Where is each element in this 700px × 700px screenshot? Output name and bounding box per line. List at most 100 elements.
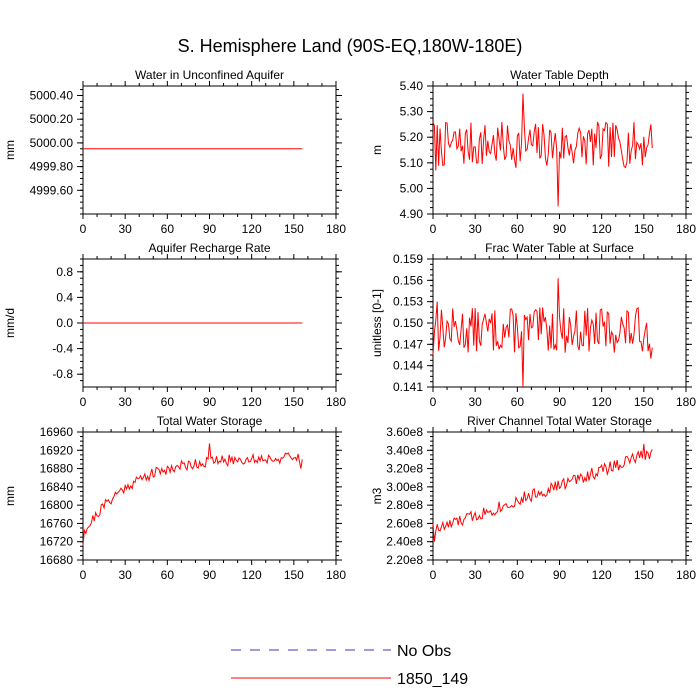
y-tick-label: 3.60e8 [386,425,423,439]
y-axis-label: mm [3,486,17,506]
x-tick-label: 150 [284,568,304,582]
y-tick-label: 16840 [40,480,74,494]
y-axis-label: m3 [370,487,384,504]
y-tick-label: 5000.40 [30,88,74,102]
x-tick-label: 120 [592,222,612,236]
plot-frame [432,431,687,561]
x-tick-label: 150 [284,222,304,236]
y-axis-label: mm [3,140,17,160]
series-line [432,93,653,207]
y-tick-label: 16800 [40,498,74,512]
y-tick-label: 5.10 [400,156,424,170]
x-tick-label: 90 [203,395,217,409]
x-tick-label: 30 [468,395,482,409]
y-tick-label: 5.40 [400,79,424,93]
x-tick-label: 90 [553,395,567,409]
panel-title: Frac Water Table at Surface [485,241,634,255]
x-tick-label: 180 [676,568,696,582]
y-tick-label: 5000.00 [30,136,74,150]
panel-title: River Channel Total Water Storage [467,414,652,428]
y-tick-label: 0.150 [393,316,423,330]
x-tick-label: 150 [634,395,654,409]
y-tick-label: 5.00 [400,181,424,195]
legend-label: No Obs [397,643,451,660]
x-tick-label: 90 [553,222,567,236]
x-tick-label: 120 [592,568,612,582]
x-tick-label: 120 [242,222,262,236]
chart-panel: Water in Unconfined Aquifer 0 30 60 90 120 150… [3,68,346,236]
y-tick-label: 2.60e8 [386,516,423,530]
y-tick-label: 0.8 [56,265,73,279]
y-axis-label: unitless [0-1] [370,289,384,357]
x-tick-label: 60 [511,395,525,409]
y-tick-label: 0.0 [56,316,73,330]
x-tick-label: 180 [326,395,346,409]
x-tick-label: 0 [430,568,437,582]
series-line [432,443,653,542]
x-tick-label: 120 [592,395,612,409]
panel-title: Aquifer Recharge Rate [148,241,270,255]
y-tick-label: 0.4 [56,290,73,304]
x-tick-label: 0 [430,222,437,236]
plot-frame [82,85,337,215]
x-tick-label: 180 [676,395,696,409]
y-tick-label: 4999.60 [30,183,74,197]
y-tick-label: -0.8 [52,367,73,381]
panel-title: Water Table Depth [510,68,609,82]
x-tick-label: 150 [284,395,304,409]
x-tick-label: 0 [80,568,87,582]
y-tick-label: -0.4 [52,342,73,356]
y-tick-label: 0.147 [393,337,423,351]
x-tick-label: 30 [118,222,132,236]
x-tick-label: 60 [161,222,175,236]
x-tick-label: 0 [80,222,87,236]
y-tick-label: 0.141 [393,380,423,394]
x-tick-label: 120 [242,568,262,582]
y-tick-label: 16720 [40,535,74,549]
y-tick-label: 0.144 [393,359,423,373]
y-tick-label: 3.00e8 [386,480,423,494]
y-axis-label: mm/d [3,308,17,338]
y-tick-label: 16760 [40,516,74,530]
x-tick-label: 150 [634,222,654,236]
chart-panel: River Channel Total Water Storage 0 30 60 90… [370,414,696,582]
x-tick-label: 90 [203,568,217,582]
x-tick-label: 30 [468,568,482,582]
x-tick-label: 180 [326,568,346,582]
series-line [82,443,303,546]
chart-panel: Aquifer Recharge Rate 0 30 60 90 120 150 180 -0.… [3,241,346,409]
y-tick-label: 0.153 [393,295,423,309]
chart-panel: Water Table Depth 0 30 60 90 120 150 180 4.90 5.0… [370,68,696,236]
y-tick-label: 16680 [40,553,74,567]
figure-title: S. Hemisphere Land (90S-EQ,180W-180E) [178,36,523,56]
chart-panel: Total Water Storage 0 30 60 90 120 150 180 16680… [3,414,346,582]
y-tick-label: 5.30 [400,105,424,119]
legend: No Obs 1850_149 [231,643,468,688]
y-tick-label: 2.20e8 [386,553,423,567]
panel-title: Water in Unconfined Aquifer [135,68,284,82]
y-tick-label: 16920 [40,443,74,457]
x-tick-label: 180 [326,222,346,236]
y-tick-label: 0.159 [393,252,423,266]
x-tick-label: 60 [161,568,175,582]
x-tick-label: 30 [118,568,132,582]
x-tick-label: 180 [676,222,696,236]
y-tick-label: 0.156 [393,273,423,287]
y-tick-label: 4999.80 [30,160,74,174]
x-tick-label: 0 [430,395,437,409]
x-tick-label: 60 [161,395,175,409]
x-tick-label: 30 [468,222,482,236]
x-tick-label: 150 [634,568,654,582]
y-tick-label: 2.80e8 [386,498,423,512]
y-tick-label: 16880 [40,462,74,476]
series-line [432,278,653,388]
x-tick-label: 30 [118,395,132,409]
x-tick-label: 60 [511,222,525,236]
chart-panel: Frac Water Table at Surface 0 30 60 90 120 150… [370,241,696,409]
y-tick-label: 5000.20 [30,112,74,126]
panel-title: Total Water Storage [157,414,263,428]
y-tick-label: 5.20 [400,130,424,144]
x-tick-label: 120 [242,395,262,409]
plot-frame [82,431,337,561]
